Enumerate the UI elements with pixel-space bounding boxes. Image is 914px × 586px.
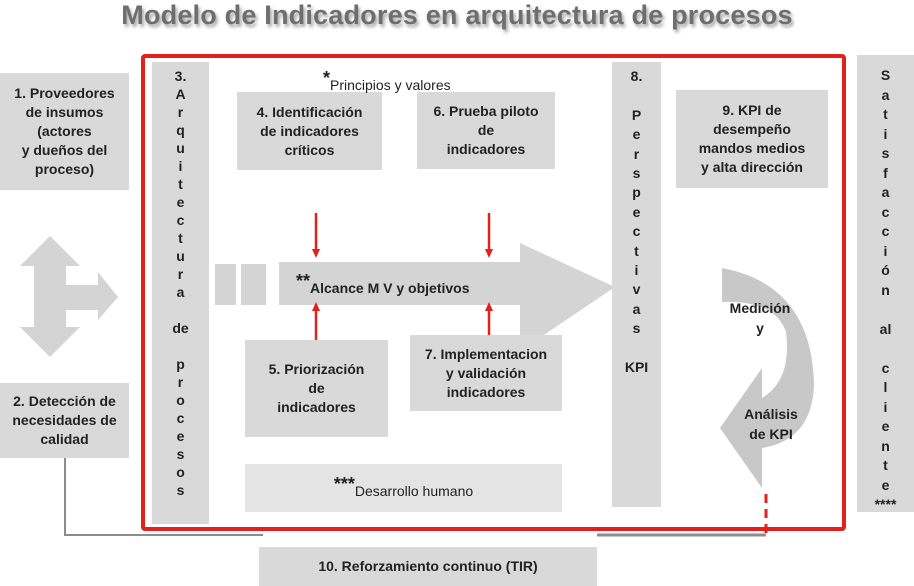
main-process-arrow <box>279 243 615 351</box>
column-arquitectura: 3. A r q u i t e c t u r a de p r o c e … <box>152 62 209 524</box>
medicion-label: Medición y <box>729 300 791 336</box>
box-prueba-piloto: 6. Prueba piloto de indicadores <box>417 92 555 169</box>
diagram-title: Modelo de Indicadores en arquitectura de… <box>121 0 793 30</box>
box-identificacion: 4. Identificación de indicadores crítico… <box>237 92 382 170</box>
principios-label: *Principios y valores <box>323 68 451 93</box>
box-kpi-desempeno: 9. KPI de desempeño mandos medios y alta… <box>676 90 828 188</box>
box-implementacion: 7. Implementacion y validación indicador… <box>410 335 562 411</box>
box-deteccion: 2. Detección de necesidades de calidad <box>0 383 129 458</box>
box-priorizacion: 5. Priorización de indicadores <box>245 340 388 437</box>
alcance-label: **Alcance M V y objetivos <box>296 271 470 296</box>
double-arrow-icon <box>20 236 118 357</box>
cycle-arrow <box>720 268 814 488</box>
red-arrows <box>312 213 493 342</box>
column-satisfaccion: S a t i s f a c c i ó n al c l i e n t e… <box>857 55 914 512</box>
box-desarrollo-humano: ***Desarrollo humano <box>245 464 562 512</box>
column-perspectivas: 8. P e r s p e c t i v a s KPI <box>612 62 661 507</box>
model-frame <box>141 54 846 531</box>
connector-line-left <box>64 458 263 536</box>
box-proveedores: 1. Proveedores de insumos (actores y due… <box>0 73 129 190</box>
arrow-tail-block <box>241 264 266 305</box>
box-reforzamiento: 10. Reforzamiento continuo (TIR) <box>259 547 597 586</box>
desarrollo-label: ***Desarrollo humano <box>333 474 474 500</box>
arrow-tail-block <box>215 264 236 305</box>
analisis-label: Análisis de KPI <box>744 406 798 442</box>
